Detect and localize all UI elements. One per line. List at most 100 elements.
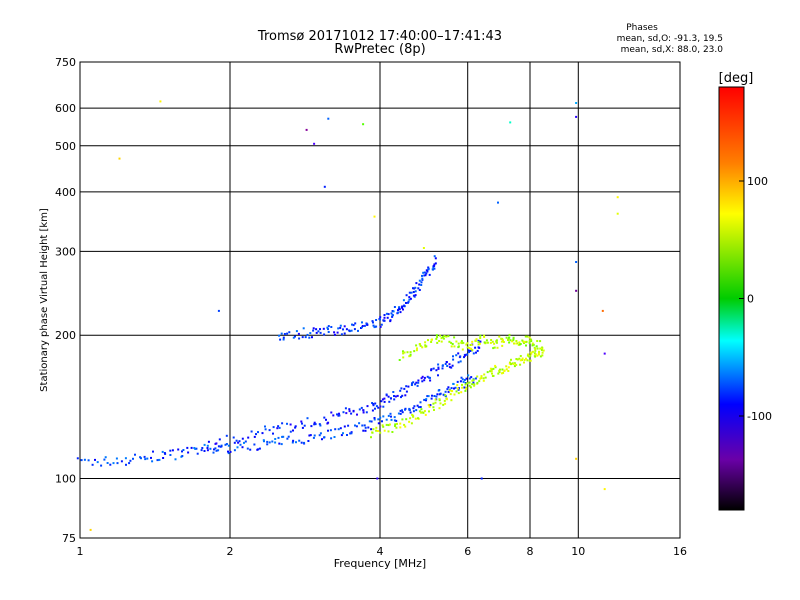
trace-point — [429, 404, 432, 407]
trace-point — [311, 336, 313, 339]
trace-point — [541, 351, 544, 354]
trace-point — [201, 447, 204, 449]
trace-point — [455, 354, 458, 357]
trace-point — [298, 337, 301, 340]
trace-point — [530, 338, 533, 341]
trace-point — [339, 427, 342, 430]
trace-point — [194, 447, 197, 450]
trace-point — [383, 429, 386, 432]
trace-point — [460, 341, 463, 344]
trace-point — [530, 352, 533, 355]
trace-point — [346, 434, 348, 436]
trace-point — [379, 416, 382, 419]
trace-point — [439, 402, 442, 405]
trace-point — [253, 443, 256, 446]
trace-point — [445, 361, 448, 363]
trace-point — [417, 381, 420, 384]
trace-point — [534, 349, 537, 352]
trace-point — [381, 420, 383, 423]
y-tick-label: 200 — [55, 329, 76, 342]
trace-point — [434, 401, 437, 404]
trace-point — [402, 356, 405, 359]
trace-point — [471, 379, 474, 382]
colorbar-tick-label: -100 — [747, 410, 772, 423]
trace-point — [323, 436, 326, 439]
trace-point — [469, 350, 472, 352]
trace-point — [321, 438, 323, 441]
trace-point — [459, 355, 462, 358]
y-tick-label: 75 — [62, 532, 76, 545]
trace-point — [534, 348, 537, 350]
trace-point — [450, 345, 453, 348]
trace-point — [390, 415, 392, 418]
trace-point — [453, 387, 455, 390]
trace-point — [177, 448, 180, 451]
trace-point — [502, 371, 505, 374]
trace-point — [232, 436, 235, 439]
trace-point — [416, 384, 419, 387]
trace-point — [315, 331, 318, 334]
isolated-point — [323, 185, 326, 188]
trace-point — [349, 432, 352, 435]
trace-point — [339, 324, 342, 327]
trace-point — [109, 463, 112, 466]
trace-point — [432, 367, 435, 370]
trace-point — [315, 328, 318, 331]
trace-point — [304, 336, 307, 339]
trace-point — [277, 436, 280, 439]
trace-point — [385, 312, 388, 315]
trace-point — [241, 446, 244, 449]
trace-point — [408, 407, 411, 410]
trace-point — [518, 357, 521, 360]
trace-point — [132, 457, 134, 460]
trace-point — [377, 406, 380, 409]
trace-point — [338, 412, 340, 415]
x-tick-label: 2 — [227, 545, 234, 558]
trace-point — [511, 340, 514, 343]
trace-point — [401, 306, 403, 309]
isolated-point — [373, 215, 376, 218]
trace-point — [345, 412, 348, 415]
trace-point — [361, 326, 363, 329]
trace-point — [453, 345, 456, 348]
trace-point — [300, 441, 303, 444]
trace-point — [529, 351, 532, 354]
trace-point — [308, 336, 311, 339]
trace-point — [190, 446, 193, 449]
trace-point — [477, 343, 480, 346]
data-points — [76, 100, 619, 531]
trace-point — [363, 324, 366, 327]
trace-point — [292, 429, 294, 432]
colorbar: [deg] 100 0 -100 — [718, 71, 772, 511]
trace-point — [523, 342, 525, 344]
trace-point — [391, 315, 394, 318]
trace-point — [397, 412, 400, 415]
trace-point — [225, 443, 228, 445]
trace-point — [330, 326, 333, 328]
y-tick-label: 100 — [55, 473, 76, 486]
trace-point — [387, 424, 390, 427]
trace-point — [389, 412, 392, 415]
trace-point — [447, 390, 450, 393]
trace-point — [500, 340, 503, 343]
trace-point — [327, 421, 330, 424]
trace-point — [300, 420, 303, 423]
trace-point — [471, 340, 474, 343]
trace-point — [502, 341, 505, 343]
trace-point — [301, 426, 304, 429]
trace-point — [509, 339, 512, 342]
trace-point — [313, 421, 316, 424]
trace-point — [491, 340, 494, 343]
trace-point — [500, 372, 503, 375]
trace-point — [383, 400, 386, 403]
trace-point — [124, 457, 127, 460]
trace-point — [350, 432, 353, 435]
trace-point — [445, 335, 448, 338]
trace-point — [357, 329, 359, 332]
trace-point — [203, 443, 206, 446]
trace-point — [439, 334, 442, 337]
trace-point — [534, 355, 537, 358]
trace-point — [434, 257, 437, 260]
trace-point — [393, 398, 396, 401]
